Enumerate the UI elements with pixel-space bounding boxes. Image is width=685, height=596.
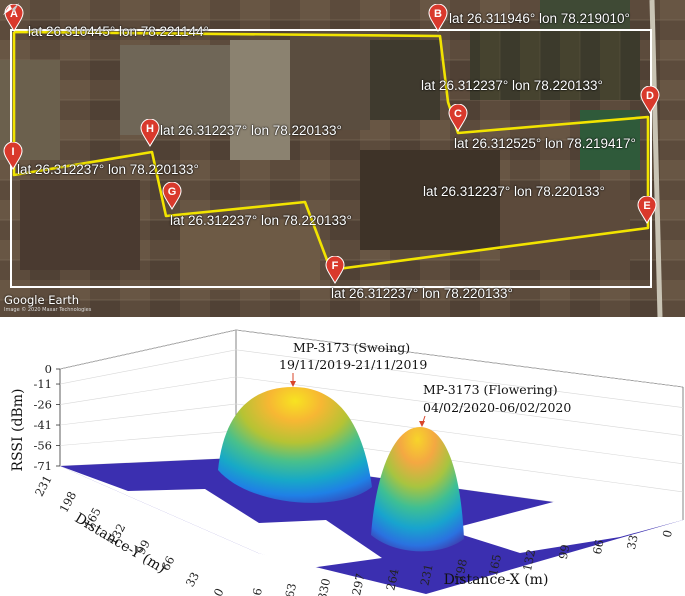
peak2-name: MP-3173 (Flowering) bbox=[423, 382, 558, 397]
x-tick-label: 198 bbox=[452, 558, 470, 582]
svg-text:G: G bbox=[168, 186, 177, 198]
z-tick-label: -41 bbox=[33, 418, 52, 432]
waypoint-pin-e[interactable]: E bbox=[637, 196, 657, 224]
grid-line bbox=[59, 403, 684, 465]
svg-text:F: F bbox=[332, 260, 339, 272]
coord-label-c: lat 26.312525° lon 78.219417° bbox=[454, 136, 636, 151]
x-tick-label: 165 bbox=[486, 553, 504, 577]
surface-peak-flowering bbox=[371, 427, 464, 552]
z-axis-ticks: 0-11 -26 -41 -56 -71 bbox=[33, 362, 60, 473]
map-imagery bbox=[0, 0, 685, 317]
y-tick-label: 66 bbox=[158, 554, 177, 573]
y-tick-label: 99 bbox=[134, 537, 153, 556]
peak1-arrowhead bbox=[290, 381, 296, 387]
coord-label-i: lat 26.312237° lon 78.220133° bbox=[17, 162, 199, 177]
svg-text:B: B bbox=[434, 8, 442, 20]
grid-line bbox=[59, 349, 684, 408]
x-tick-label: 396 bbox=[247, 587, 265, 596]
x-tick-label: 297 bbox=[349, 572, 367, 596]
x-tick-label: 330 bbox=[315, 577, 333, 596]
coord-label-g: lat 26.312237° lon 78.220133° bbox=[170, 213, 352, 228]
y-axis-label: Distance-Y (m) bbox=[72, 510, 169, 577]
surface-floor bbox=[60, 458, 683, 594]
svg-text:I: I bbox=[11, 146, 14, 158]
imagery-credit: Image © 2020 Maxar Technologies bbox=[4, 307, 92, 313]
x-tick-label: 99 bbox=[556, 543, 573, 560]
coord-label-e: lat 26.312237° lon 78.220133° bbox=[423, 184, 605, 199]
x-tick-label: 33 bbox=[624, 534, 641, 551]
coord-label-f: lat 26.312237° lon 78.220133° bbox=[331, 286, 513, 301]
peak1-name: MP-3173 (Swoing) bbox=[293, 340, 410, 355]
z-tick-label: -71 bbox=[33, 459, 52, 473]
y-tick-label: 231 bbox=[32, 473, 55, 499]
y-tick-label: 198 bbox=[57, 489, 80, 515]
coord-label-h: lat 26.312237° lon 78.220133° bbox=[160, 123, 342, 138]
svg-text:A: A bbox=[10, 8, 18, 20]
z-tick-label: 0 bbox=[45, 362, 52, 376]
surface-peak-sowing bbox=[218, 387, 372, 503]
x-tick-label: 264 bbox=[383, 567, 401, 591]
x-tick-label: 132 bbox=[520, 548, 538, 572]
y-tick-label: 33 bbox=[183, 570, 202, 589]
grid-line bbox=[59, 329, 684, 388]
waypoint-pin-c[interactable]: C bbox=[448, 104, 468, 132]
waypoint-pin-a[interactable]: A bbox=[4, 4, 24, 32]
x-tick-label: 231 bbox=[418, 563, 436, 587]
svg-text:E: E bbox=[643, 200, 650, 212]
waypoint-pin-b[interactable]: B bbox=[428, 4, 448, 32]
waypoint-pin-d[interactable]: D bbox=[640, 86, 660, 114]
x-tick-label: 363 bbox=[281, 582, 299, 596]
floor-cutout-right bbox=[447, 491, 683, 553]
x-axis-ticks: 3963633302972642311981651329966330 bbox=[247, 529, 675, 596]
svg-text:D: D bbox=[646, 90, 654, 102]
x-axis-label: Distance-X (m) bbox=[444, 572, 549, 588]
x-tick-label: 66 bbox=[590, 538, 607, 555]
compass-icon[interactable] bbox=[0, 0, 22, 18]
google-earth-logo: Google Earth bbox=[4, 293, 80, 307]
peak2-dates: 04/02/2020-06/02/2020 bbox=[423, 400, 571, 415]
y-tick-label: 0 bbox=[211, 586, 227, 596]
svg-text:C: C bbox=[454, 108, 462, 120]
peak1-dates: 19/11/2019-21/11/2019 bbox=[279, 357, 427, 372]
z-tick-label: -26 bbox=[33, 398, 52, 412]
z-tick-label: -56 bbox=[33, 439, 52, 453]
z-axis-label: RSSI (dBm) bbox=[10, 389, 26, 472]
waypoint-pin-h[interactable]: H bbox=[140, 119, 160, 147]
coord-label-a: lat 26.310445° lon 78.221144° bbox=[28, 24, 209, 39]
satellite-map[interactable]: A B C D E F G H I lat 26.310445° lon 78.… bbox=[0, 0, 685, 317]
x-tick-label: 0 bbox=[660, 529, 675, 539]
grid-line bbox=[59, 376, 684, 437]
coord-label-b: lat 26.311946° lon 78.219010° bbox=[449, 11, 630, 26]
waypoint-pin-g[interactable]: G bbox=[162, 182, 182, 210]
floor-cutout-left bbox=[60, 466, 382, 568]
z-tick-label: -11 bbox=[33, 377, 52, 391]
waypoint-pin-i[interactable]: I bbox=[3, 142, 23, 170]
coord-label-d: lat 26.312237° lon 78.220133° bbox=[421, 78, 603, 93]
svg-text:H: H bbox=[146, 123, 154, 135]
peak2-arrowhead bbox=[419, 421, 425, 427]
waypoint-pin-f[interactable]: F bbox=[325, 256, 345, 284]
